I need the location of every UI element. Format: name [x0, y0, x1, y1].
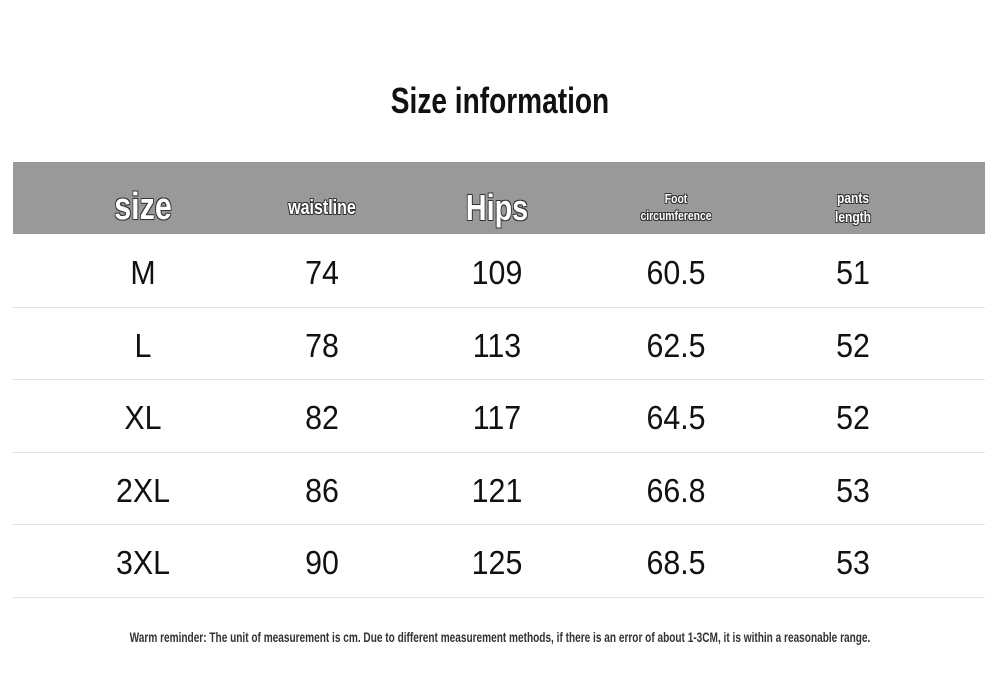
table-cell: 113: [472, 326, 522, 364]
table-cell: 117: [472, 399, 522, 437]
column-header: size: [114, 186, 172, 229]
table-cell: 52: [836, 326, 870, 364]
table-cell: 53: [836, 471, 870, 509]
table-cell: 53: [836, 544, 870, 582]
table-cell: 3XL: [115, 544, 171, 582]
table-cell: 125: [471, 544, 523, 582]
column-header: Hips: [465, 186, 529, 228]
row-divider: [13, 306, 985, 308]
table-cell: 121: [471, 471, 523, 509]
column-header: waistline: [288, 197, 356, 219]
footer-note: Warm reminder: The unit of measurement i…: [129, 629, 871, 645]
table-cell: 64.5: [646, 399, 706, 437]
column-header: Foot circumference: [640, 191, 712, 223]
table-cell: 66.8: [646, 471, 706, 509]
table-cell: 86: [305, 471, 339, 509]
table-cell: 82: [305, 399, 339, 437]
row-divider: [13, 451, 985, 453]
row-divider: [13, 597, 985, 598]
table-cell: 78: [305, 326, 339, 364]
table-cell: 109: [471, 254, 523, 291]
table-cell: 60.5: [646, 254, 706, 291]
table-cell: XL: [124, 399, 162, 437]
row-divider: [13, 379, 985, 381]
table-cell: 52: [836, 399, 870, 437]
table-cell: 74: [305, 254, 339, 291]
table-cell: 62.5: [646, 326, 706, 364]
column-header: pants length: [835, 189, 871, 227]
table-cell: 2XL: [115, 471, 171, 509]
table-cell: M: [130, 254, 156, 291]
table-cell: 90: [305, 544, 339, 582]
row-divider: [13, 524, 985, 526]
title: Size information: [390, 80, 610, 121]
table-cell: 51: [836, 254, 870, 291]
table-cell: 68.5: [646, 544, 706, 582]
table-cell: L: [134, 326, 152, 364]
table-header: size waistline Hips Foot circumference pants…: [13, 162, 985, 234]
